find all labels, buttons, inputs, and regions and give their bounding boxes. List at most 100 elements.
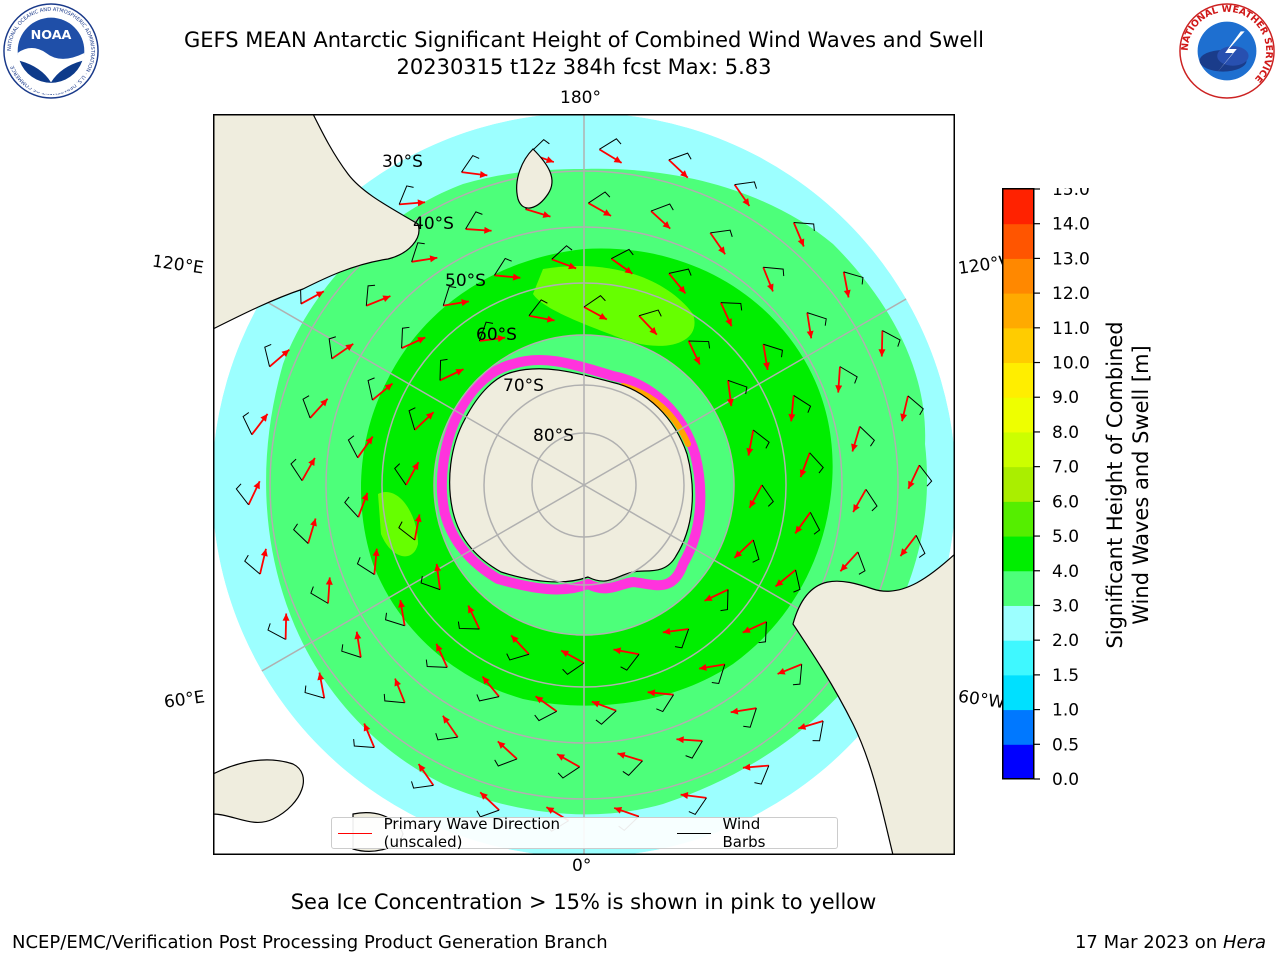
wave-arrow-head xyxy=(749,499,757,508)
colorbar-block xyxy=(1003,501,1034,537)
wind-barb xyxy=(383,693,405,704)
wave-arrow-head xyxy=(417,199,426,207)
wave-arrow-head xyxy=(425,412,434,420)
wind-barb xyxy=(394,463,407,486)
wave-arrow-head xyxy=(480,792,488,800)
colorbar-tick-label: 8.0 xyxy=(1052,423,1079,443)
wave-arrow-head xyxy=(767,283,774,292)
wind-barb xyxy=(506,653,530,661)
wave-arrow-head xyxy=(851,443,858,452)
wind-barb xyxy=(365,284,376,306)
wave-arrow-head xyxy=(591,700,600,708)
wave-arrow-head xyxy=(806,330,814,339)
wind-barb xyxy=(611,248,634,260)
wave-arrow-head xyxy=(617,752,626,759)
wave-line-swatch xyxy=(338,832,372,834)
wave-arrow-head xyxy=(853,504,860,513)
wave-arrow-head xyxy=(878,349,886,357)
legend-wave-label: Primary Wave Direction (unscaled) xyxy=(383,815,561,851)
wind-barb xyxy=(685,740,703,759)
wind-barb xyxy=(494,257,512,276)
wave-arrow-head xyxy=(704,594,713,601)
wind-barb xyxy=(356,557,375,575)
wave-arrow-head xyxy=(317,672,325,681)
longitude-label-180: 180° xyxy=(560,88,601,108)
wind-barb xyxy=(734,181,757,189)
colorbar-tick-label: 5.0 xyxy=(1052,527,1079,547)
wave-arrow-head xyxy=(742,198,750,207)
wind-barb xyxy=(442,286,457,306)
wave-direction-arrows xyxy=(235,138,933,832)
wind-barb xyxy=(792,664,803,686)
wave-arrow-head xyxy=(613,647,622,655)
wave-arrow-head xyxy=(678,285,686,294)
colorbar-block xyxy=(1003,189,1034,225)
wave-arrow-head xyxy=(325,577,333,585)
wave-arrow-head xyxy=(417,337,426,344)
wind-barb xyxy=(420,575,441,591)
colorbar-block xyxy=(1003,258,1034,294)
wave-arrow-head xyxy=(795,525,803,534)
wave-arrow-head xyxy=(763,362,770,370)
wind-barb xyxy=(290,458,303,481)
wind-barb xyxy=(915,535,926,558)
wind-barb xyxy=(622,760,643,776)
wave-arrow-head xyxy=(372,548,380,557)
wave-arrow-head xyxy=(363,723,371,732)
latitude-label-60s: 60°S xyxy=(476,325,517,345)
wind-barb xyxy=(551,245,573,260)
wave-arrow-head xyxy=(546,315,555,323)
colorbar-block xyxy=(1003,362,1034,398)
wind-barb xyxy=(583,295,606,308)
wind-barb xyxy=(304,685,325,699)
wind-barb xyxy=(843,271,864,285)
wave-arrow-head xyxy=(734,550,743,558)
wind-barb xyxy=(620,653,640,671)
wave-arrow-head xyxy=(354,631,362,640)
longitude-label-0: 0° xyxy=(572,856,592,876)
south-america-land xyxy=(792,553,955,855)
colorbar-tick-label: 4.0 xyxy=(1052,562,1079,582)
wave-arrow-head xyxy=(361,492,369,501)
wave-arrow-head xyxy=(647,689,656,697)
nws-logo: NATIONAL WEATHER SERVICE xyxy=(1179,3,1275,99)
colorbar-tick-label: 1.0 xyxy=(1052,701,1079,721)
wind-barb xyxy=(919,464,933,487)
wind-barb xyxy=(528,139,550,154)
wind-barb xyxy=(528,299,548,317)
wave-arrow-head xyxy=(282,613,290,621)
wave-arrow-head xyxy=(497,335,506,343)
wave-arrow-head xyxy=(545,156,554,163)
colorbar-tick-label: 3.0 xyxy=(1052,596,1079,616)
colorbar-tick-label: 6.0 xyxy=(1052,492,1079,512)
footer-date: 17 Mar 2023 on Hera xyxy=(1075,932,1266,953)
colorbar-block xyxy=(1003,605,1034,641)
wind-barb xyxy=(758,621,767,644)
wind-barb xyxy=(807,312,827,326)
sea-ice-note: Sea Ice Concentration > 15% is shown in … xyxy=(290,890,877,914)
sea-ice-edge xyxy=(436,354,706,595)
wave-arrow-head xyxy=(484,226,492,234)
wave-arrow-head xyxy=(436,643,443,652)
colorbar-block xyxy=(1003,327,1034,364)
wind-barb xyxy=(435,733,458,741)
wind-barb xyxy=(656,694,674,713)
wave-arrow-head xyxy=(797,238,805,247)
wave-arrow-head xyxy=(900,413,908,422)
wave-arrow-head xyxy=(398,600,405,608)
colorbar-tick-label: 9.0 xyxy=(1052,388,1079,408)
wind-barb xyxy=(674,628,690,649)
footer-date-text: 17 Mar 2023 on xyxy=(1074,932,1223,953)
longitude-label-60w: 60°W xyxy=(956,686,1007,714)
wind-barb xyxy=(865,489,878,512)
wave-arrow-head xyxy=(434,563,442,572)
colorbar-label: Significant Height of Combined Wind Wave… xyxy=(1102,321,1154,648)
map-frame xyxy=(213,114,955,855)
australia-land xyxy=(213,114,420,330)
wave-arrow-head xyxy=(725,318,732,327)
colorbar-tick-label: 11.0 xyxy=(1052,319,1090,339)
wind-barb xyxy=(310,586,329,604)
colorbar: 0.0 0.5 1.0 1.5 2.0 3.0 4.0 5.0 6.0 7.0 8.0 9.0 10.0… xyxy=(1002,188,1090,788)
wave-arrow-head xyxy=(310,518,317,527)
wave-arrow-head xyxy=(624,266,633,274)
